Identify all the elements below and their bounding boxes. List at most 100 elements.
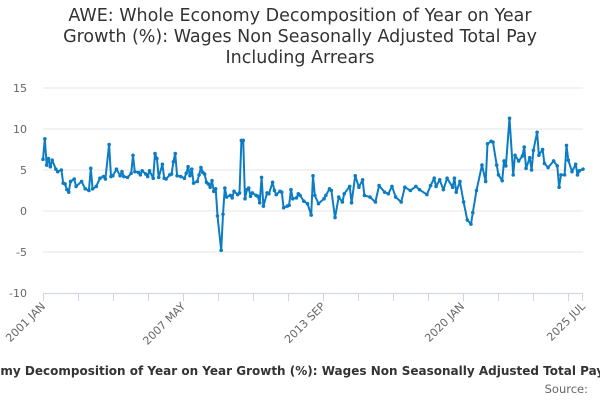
data-point	[403, 185, 407, 190]
data-point	[368, 195, 372, 199]
data-point	[208, 185, 212, 190]
data-point	[241, 138, 246, 143]
data-point	[305, 201, 310, 206]
data-point	[575, 173, 580, 177]
data-point	[228, 193, 233, 198]
x-tick-label: 2025 JUL	[544, 299, 588, 343]
data-point	[324, 193, 328, 198]
data-point	[79, 179, 84, 184]
series-line	[42, 117, 584, 252]
data-point	[274, 192, 279, 197]
data-point	[425, 192, 429, 197]
data-point	[50, 158, 54, 162]
data-point	[147, 169, 152, 173]
data-point	[470, 210, 475, 215]
data-point	[290, 196, 295, 201]
data-point	[507, 116, 512, 121]
data-point	[90, 187, 95, 191]
x-tick-label: 2007 MAY	[140, 300, 188, 348]
data-point	[485, 141, 490, 146]
data-point	[46, 156, 51, 161]
data-point	[564, 143, 569, 148]
data-point	[87, 188, 91, 193]
x-tick-label: 2001 JAN	[3, 300, 48, 345]
data-point	[101, 174, 106, 179]
data-point	[441, 187, 446, 192]
data-point	[175, 173, 179, 178]
data-point	[212, 189, 216, 194]
data-point	[513, 153, 517, 158]
data-point	[562, 173, 567, 177]
data-point	[555, 164, 560, 168]
data-point	[347, 184, 352, 189]
data-point	[133, 169, 137, 174]
y-tick-label: 10	[13, 123, 27, 136]
data-point	[188, 173, 192, 178]
data-point	[357, 185, 361, 190]
data-point	[393, 195, 398, 199]
data-point	[44, 163, 49, 167]
data-point	[54, 167, 58, 171]
data-point	[311, 173, 315, 178]
data-point	[197, 173, 201, 177]
gridlines	[43, 87, 583, 253]
data-point	[454, 190, 459, 194]
data-point	[83, 187, 88, 191]
data-point	[511, 173, 516, 177]
data-point	[248, 194, 253, 199]
data-point	[173, 151, 178, 156]
data-point	[494, 163, 499, 167]
x-tick-label: 2020 JAN	[422, 300, 467, 345]
data-point	[189, 167, 194, 171]
data-point	[529, 168, 534, 172]
data-point	[202, 172, 207, 176]
data-point	[237, 191, 242, 195]
data-point	[120, 169, 124, 174]
data-point	[171, 160, 176, 164]
data-point	[399, 200, 403, 204]
data-point	[540, 147, 545, 152]
data-point	[136, 170, 141, 175]
data-point	[250, 191, 255, 195]
data-point	[428, 183, 433, 188]
data-point	[114, 167, 119, 171]
data-point	[256, 194, 260, 199]
data-point	[570, 169, 574, 174]
data-point	[432, 176, 437, 180]
data-point	[88, 166, 93, 171]
data-point	[408, 188, 413, 193]
data-point	[360, 178, 365, 182]
data-point	[465, 218, 470, 222]
data-point	[336, 195, 341, 199]
legend-item-series[interactable]: AWE: Whole Economy Decomposition of Year…	[0, 364, 600, 378]
data-point	[243, 196, 247, 201]
data-point	[94, 184, 99, 189]
data-point	[434, 184, 438, 189]
data-point	[232, 189, 236, 194]
data-point	[66, 190, 71, 194]
data-point	[458, 179, 462, 184]
data-point	[144, 172, 148, 176]
legend[interactable]: AWE: Whole Economy Decomposition of Year…	[0, 364, 600, 382]
data-point	[72, 177, 77, 181]
y-tick-label: 15	[13, 82, 27, 95]
data-point	[224, 195, 229, 199]
x-axis: 2001 JAN 2007 MAY 2013 SEP 2020 JAN 2025 JUL	[3, 293, 589, 348]
data-point	[153, 151, 157, 156]
data-point	[41, 157, 45, 162]
data-point	[333, 215, 337, 220]
data-point	[386, 191, 391, 196]
data-point	[524, 166, 528, 171]
data-point	[272, 188, 277, 193]
data-point	[43, 137, 47, 141]
data-point	[537, 153, 541, 158]
data-point	[261, 204, 266, 208]
data-point	[469, 222, 473, 226]
data-point	[450, 185, 455, 190]
data-point	[210, 178, 214, 183]
data-point	[445, 176, 449, 180]
data-point	[353, 173, 358, 178]
data-point	[65, 187, 69, 192]
data-point	[184, 171, 189, 176]
